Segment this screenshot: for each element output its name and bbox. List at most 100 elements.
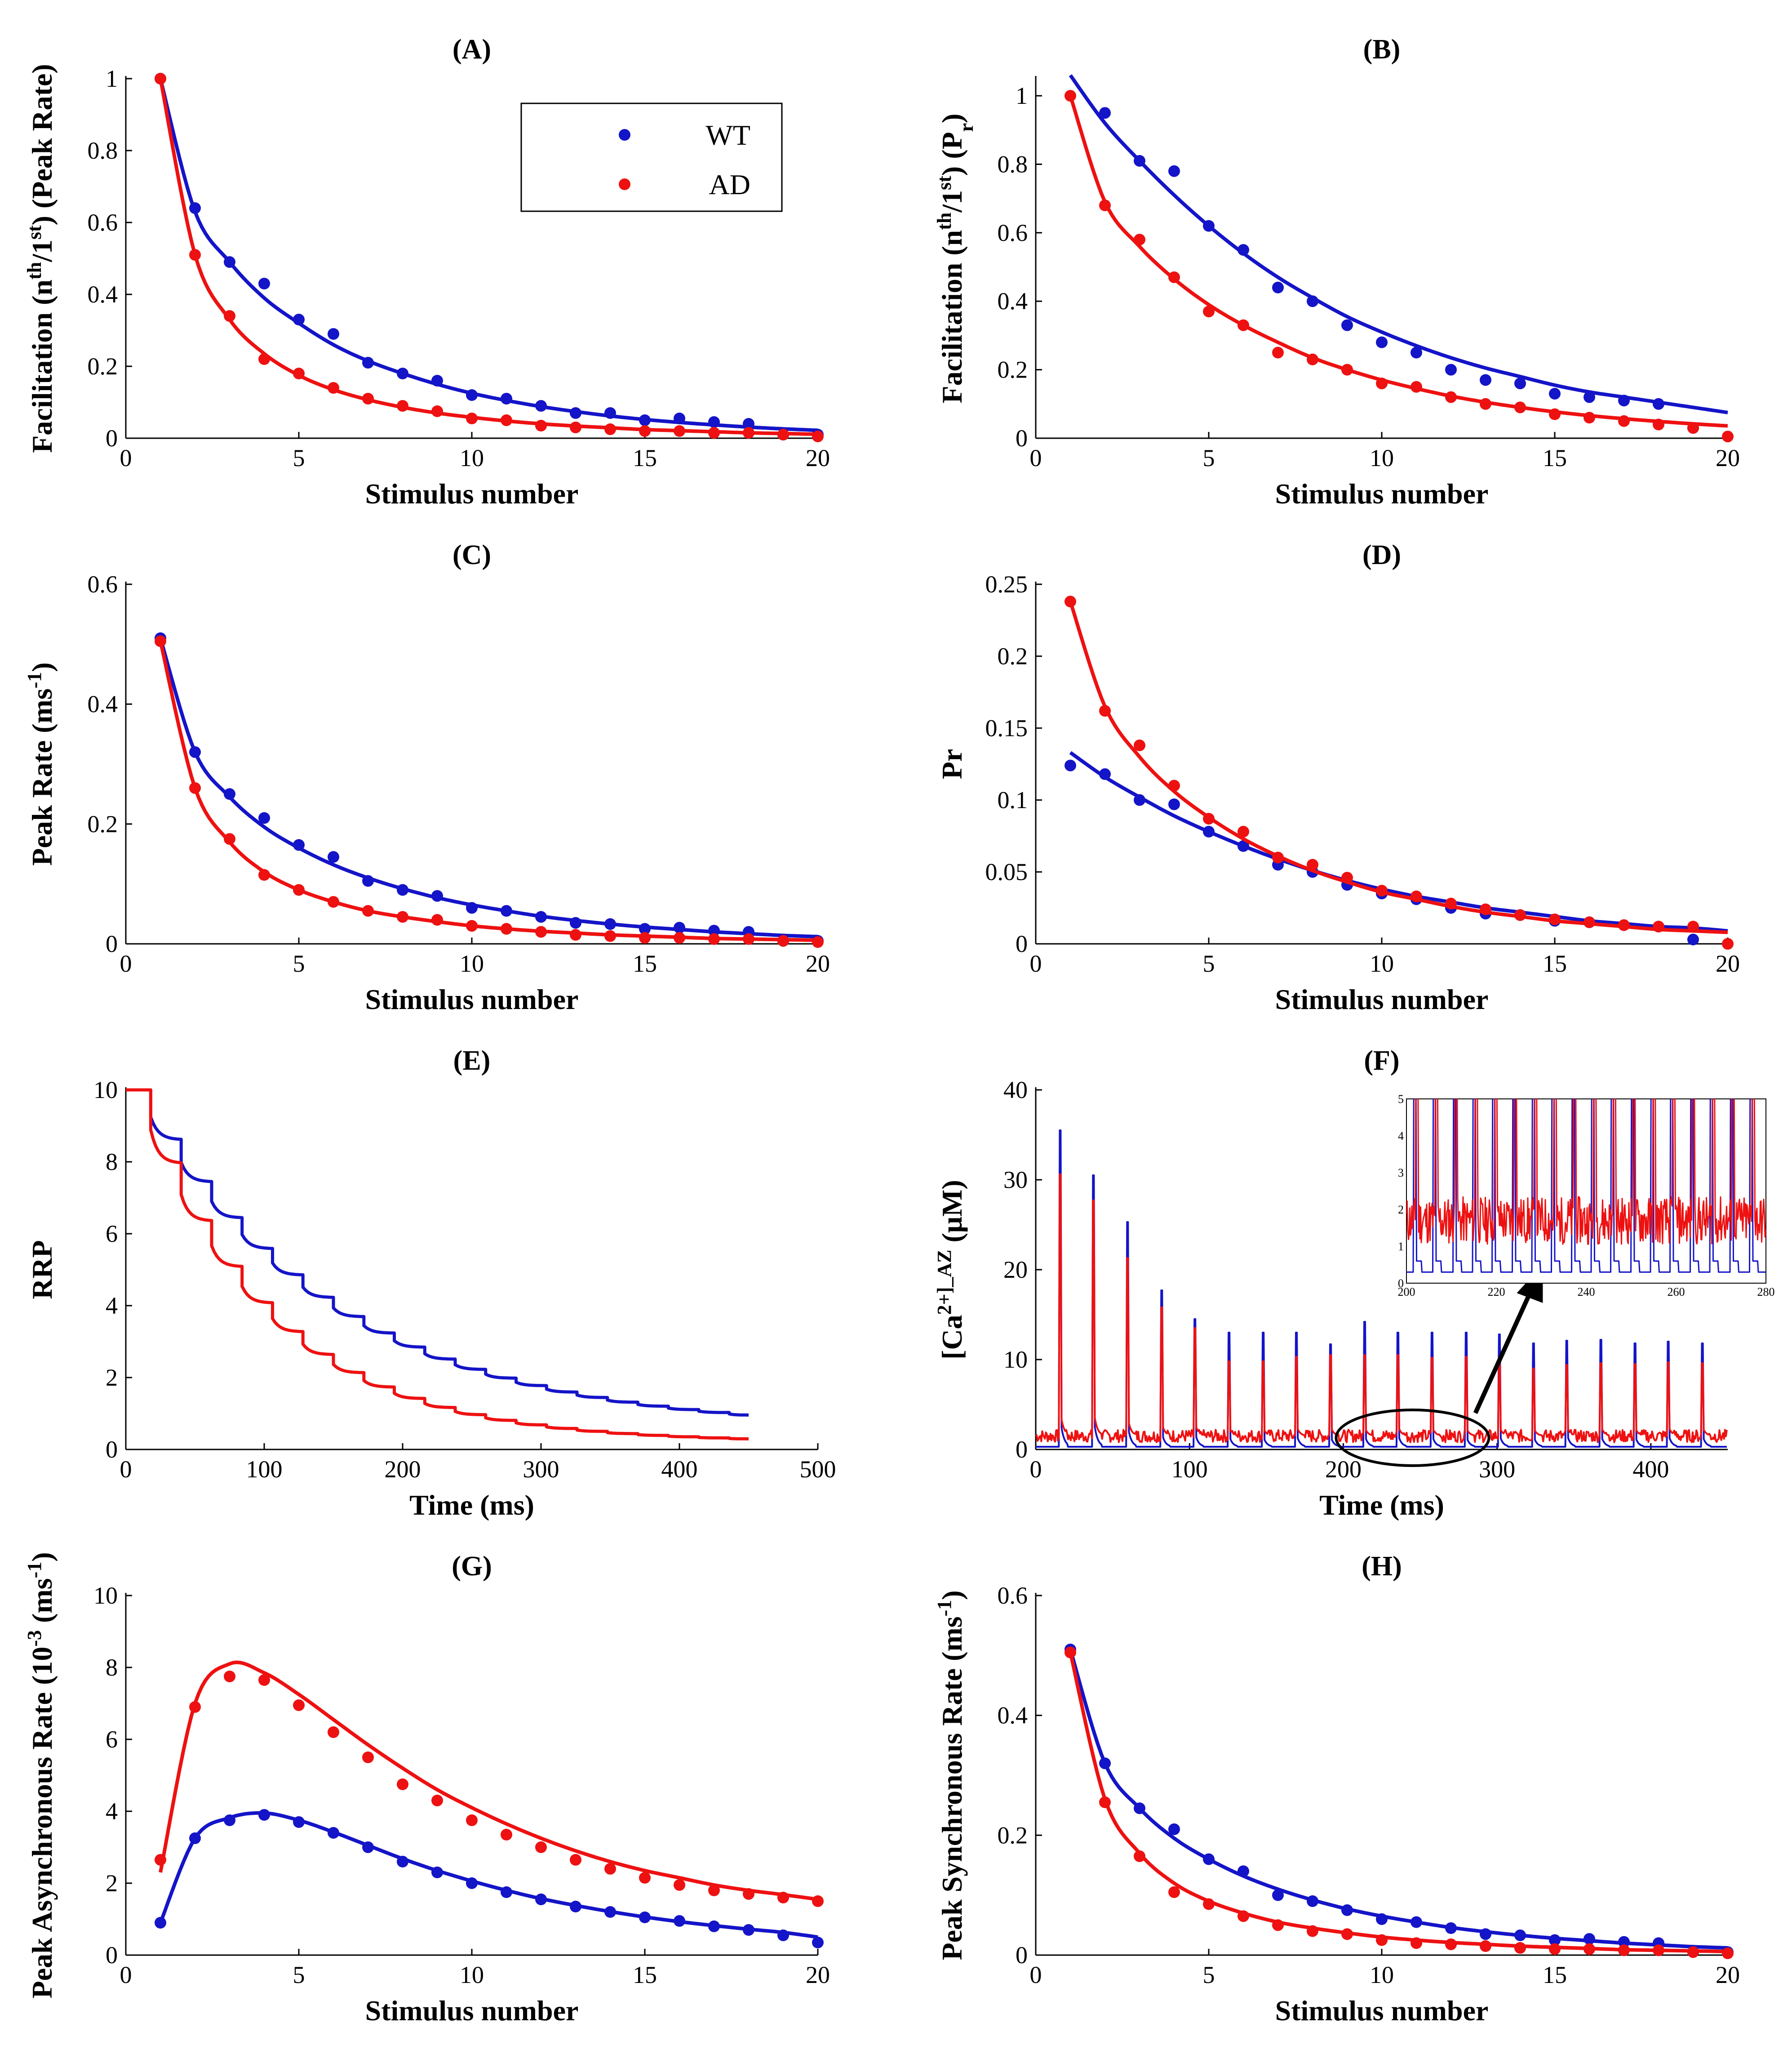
fit-line-wt [1069,751,1728,933]
x-tick-label: 20 [1716,950,1740,977]
data-point-ad [258,353,270,365]
data-point-wt [1134,794,1145,806]
data-point-ad [328,382,339,394]
x-axis-label: Time (ms) [409,1489,534,1521]
data-point-ad [570,1854,581,1866]
data-point-ad [1445,1938,1457,1950]
data-point-wt [293,314,305,325]
y-tick-label: 0.25 [985,571,1028,598]
ca-trace-wt [1036,1129,1727,1448]
data-point-ad [777,1892,789,1903]
inset-x-tick-label: 260 [1668,1285,1685,1298]
x-tick-label: 5 [293,950,305,977]
y-tick-label: 0.4 [998,1702,1028,1729]
data-point-ad [1065,90,1076,102]
y-tick-label: 6 [106,1220,118,1247]
fit-line-wt [159,637,818,938]
x-tick-label: 100 [1171,1456,1208,1483]
data-point-wt [1480,374,1491,386]
y-tick-label: 2 [106,1870,118,1897]
data-point-ad [362,1751,374,1763]
data-point-ad [328,896,339,908]
data-point-ad [1584,916,1595,928]
y-tick-label: 0.4 [998,288,1028,315]
data-point-ad [397,1778,408,1790]
data-point-ad [1168,780,1180,791]
x-tick-label: 0 [120,1456,132,1483]
data-point-ad [1134,1850,1145,1862]
data-point-ad [1238,1910,1249,1922]
data-point-ad [639,425,651,437]
y-tick-label: 0 [106,1436,118,1463]
data-point-wt [501,393,512,405]
x-tick-label: 5 [293,1961,305,1988]
data-point-ad [604,930,616,942]
data-point-ad [501,414,512,426]
data-point-wt [1168,1823,1180,1835]
data-point-wt [258,812,270,824]
data-point-wt [1065,760,1076,772]
data-point-wt [1099,107,1111,119]
data-point-wt [1376,1913,1388,1925]
data-point-ad [1376,378,1388,390]
data-point-ad [1722,431,1734,443]
data-point-wt [1307,1895,1318,1907]
x-tick-label: 10 [460,950,484,977]
data-point-wt [1549,1934,1561,1946]
y-tick-label: 0 [106,930,118,957]
data-point-ad [1514,909,1526,921]
data-point-ad [570,929,581,941]
x-tick-label: 15 [633,950,657,977]
data-point-ad [1411,381,1422,393]
data-point-wt [1238,244,1249,256]
data-point-wt [570,917,581,929]
y-tick-label: 10 [93,1582,118,1609]
x-tick-label: 20 [806,1961,830,1988]
data-point-ad [293,884,305,896]
data-point-ad [639,1872,651,1884]
data-point-wt [1618,1936,1630,1948]
y-tick-label: 0.2 [88,810,118,837]
data-point-wt [1099,768,1111,780]
legend: WT AD [520,102,783,212]
data-point-wt [1584,391,1595,403]
data-point-ad [1238,319,1249,331]
data-point-ad [431,405,443,417]
data-point-ad [466,413,478,424]
data-point-ad [189,1701,201,1713]
panel-title: (H) [1362,1551,1402,1582]
data-point-wt [604,918,616,930]
y-tick-label: 0 [106,1942,118,1969]
y-tick-label: 0.2 [998,356,1028,383]
y-tick-label: 40 [1003,1076,1028,1103]
y-tick-label: 8 [106,1148,118,1175]
x-tick-label: 100 [246,1456,283,1483]
data-point-ad [812,936,824,948]
data-point-ad [1272,1919,1284,1931]
inset-y-tick-label: 0 [1398,1277,1404,1290]
data-point-wt [743,418,754,430]
x-tick-label: 5 [293,445,305,471]
x-tick-label: 10 [1370,1961,1394,1988]
data-point-ad [224,310,235,322]
data-point-ad [1480,398,1491,410]
x-axis-label: Stimulus number [365,983,579,1015]
y-tick-label: 0.1 [998,787,1028,813]
data-point-wt [1238,1865,1249,1877]
y-tick-label: 0.6 [88,571,118,598]
x-tick-label: 300 [523,1456,559,1483]
data-point-ad [1065,596,1076,608]
data-point-wt [362,875,374,887]
data-point-ad [1480,903,1491,916]
data-point-ad [1445,391,1457,403]
data-point-wt [466,389,478,401]
y-tick-label: 1 [1016,82,1028,109]
data-point-wt [1238,840,1249,852]
y-tick-label: 8 [106,1654,118,1681]
data-point-ad [397,911,408,923]
data-point-wt [535,911,547,923]
data-point-wt [431,890,443,902]
inset-x-tick-label: 220 [1488,1285,1505,1298]
data-point-wt [1514,378,1526,390]
